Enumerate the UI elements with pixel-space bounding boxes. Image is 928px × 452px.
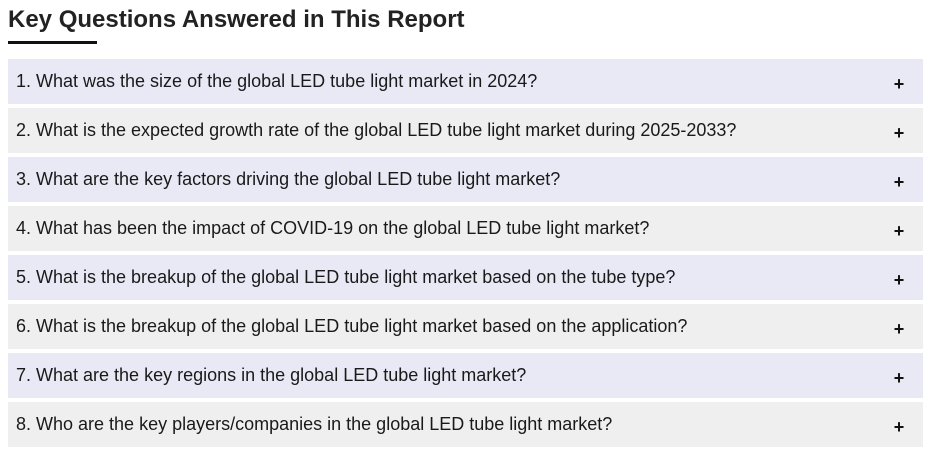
faq-item-8[interactable]: 8. Who are the key players/companies in …	[8, 402, 923, 447]
faq-item-2[interactable]: 2. What is the expected growth rate of t…	[8, 108, 923, 153]
faq-item-6[interactable]: 6. What is the breakup of the global LED…	[8, 304, 923, 349]
expand-plus-icon[interactable]: +	[893, 318, 905, 339]
faq-item-4[interactable]: 4. What has been the impact of COVID-19 …	[8, 206, 923, 251]
faq-question: 7. What are the key regions in the globa…	[16, 365, 527, 385]
expand-plus-icon[interactable]: +	[893, 171, 905, 192]
faq-question: 1. What was the size of the global LED t…	[16, 71, 538, 91]
faq-item-5[interactable]: 5. What is the breakup of the global LED…	[8, 255, 923, 300]
faq-question: 4. What has been the impact of COVID-19 …	[16, 218, 650, 238]
section-title: Key Questions Answered in This Report	[8, 6, 465, 33]
faq-list: 1. What was the size of the global LED t…	[8, 59, 923, 451]
expand-plus-icon[interactable]: +	[893, 220, 905, 241]
faq-item-7[interactable]: 7. What are the key regions in the globa…	[8, 353, 923, 398]
faq-question: 6. What is the breakup of the global LED…	[16, 316, 688, 336]
faq-question: 5. What is the breakup of the global LED…	[16, 267, 676, 287]
faq-question: 3. What are the key factors driving the …	[16, 169, 561, 189]
title-underline	[8, 41, 97, 44]
expand-plus-icon[interactable]: +	[893, 416, 905, 437]
faq-item-1[interactable]: 1. What was the size of the global LED t…	[8, 59, 923, 104]
expand-plus-icon[interactable]: +	[893, 269, 905, 290]
expand-plus-icon[interactable]: +	[893, 367, 905, 388]
expand-plus-icon[interactable]: +	[893, 122, 905, 143]
faq-item-3[interactable]: 3. What are the key factors driving the …	[8, 157, 923, 202]
faq-question: 8. Who are the key players/companies in …	[16, 414, 613, 434]
expand-plus-icon[interactable]: +	[893, 73, 905, 94]
faq-question: 2. What is the expected growth rate of t…	[16, 120, 737, 140]
